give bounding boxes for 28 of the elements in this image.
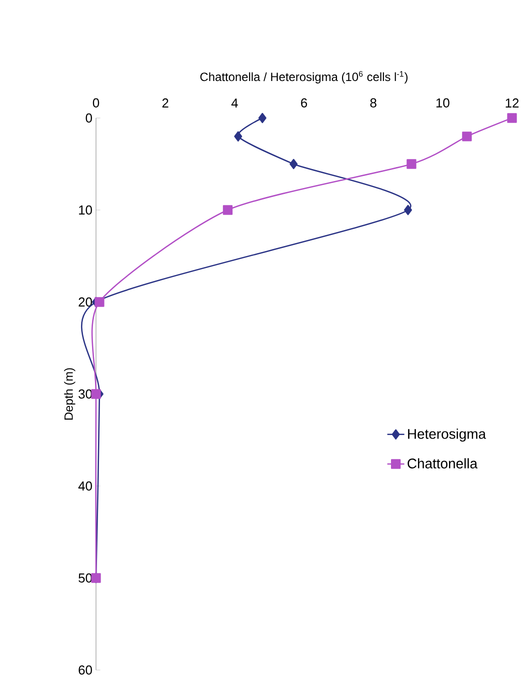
y-tick-label: 0 bbox=[86, 113, 92, 123]
point bbox=[94, 297, 104, 307]
x-tick-label: 0 bbox=[92, 98, 100, 108]
x-tick-label: 6 bbox=[301, 98, 308, 108]
x-axis-title: Chattonella / Heterosigma (10$^{6}$ cells l$^{-1}$) bbox=[200, 71, 408, 84]
point bbox=[406, 159, 416, 169]
y-tick-label: 60 bbox=[78, 665, 92, 675]
y-tick-label: 10 bbox=[79, 205, 92, 215]
y-tick-label: 40 bbox=[78, 481, 92, 491]
point bbox=[290, 158, 298, 170]
legend-label: Heterosigma bbox=[408, 428, 486, 442]
x-tick-label: 10 bbox=[436, 98, 450, 108]
point bbox=[507, 113, 517, 123]
x-tick-label: 4 bbox=[231, 98, 238, 108]
point bbox=[222, 205, 233, 215]
y-axis-title: Depth (m) bbox=[64, 368, 76, 420]
y-tick-label: 20 bbox=[78, 297, 92, 307]
x-tick-label: 12 bbox=[506, 98, 519, 108]
y-tick-label: 30 bbox=[78, 389, 92, 399]
x-tick-label: 8 bbox=[370, 98, 376, 108]
point bbox=[91, 389, 101, 399]
point bbox=[404, 204, 412, 216]
point bbox=[258, 112, 266, 124]
point bbox=[462, 132, 472, 142]
point bbox=[234, 131, 242, 142]
x-tick-label: 2 bbox=[162, 98, 168, 108]
y-tick-label: 50 bbox=[78, 573, 92, 583]
legend-label: Chattonella bbox=[408, 458, 478, 468]
